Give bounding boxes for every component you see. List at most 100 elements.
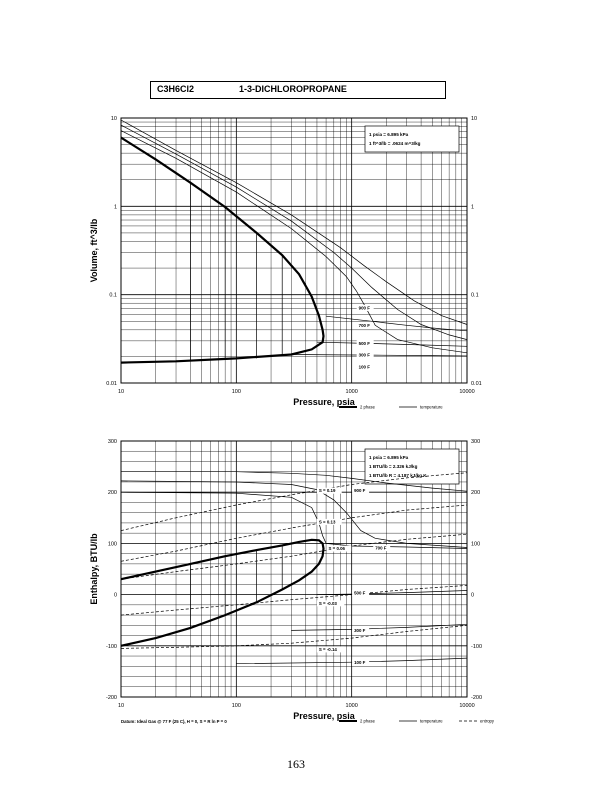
enthalpy-x-axis-title: Pressure, psia (293, 711, 356, 721)
enthalpy-series-dashed-13 (120, 533, 468, 580)
enthalpy-x-tick-label: 1000 (346, 703, 358, 709)
volume-curve-label: 700 F (359, 323, 371, 328)
volume-curve-label-bg (356, 364, 374, 371)
volume-curve-label-bg (356, 322, 374, 329)
volume-grid (121, 118, 467, 383)
volume-x-tick-label: 10 (118, 389, 124, 395)
enthalpy-series-dashed-12 (120, 504, 468, 562)
enthalpy-datum-note: Datum: Ideal Gas @ 77 F (25 C), H = 0, S… (121, 719, 227, 724)
enthalpy-conversion-text: 1 psia = 6.895 kPa (369, 455, 409, 460)
enthalpy-y-tick-label-right: 300 (471, 439, 480, 445)
enthalpy-series-dashed-15 (120, 624, 468, 649)
volume-series-thin-3 (120, 119, 468, 325)
enthalpy-series-thin-3 (120, 491, 468, 549)
enthalpy-series-thin-4 (316, 590, 468, 595)
enthalpy-y-tick-label-right: 200 (471, 490, 480, 496)
volume-x-axis-title: Pressure, psia (293, 397, 356, 407)
volume-x-tick-label: 1000 (346, 389, 358, 395)
volume-curve-label: 100 F (359, 365, 371, 370)
enthalpy-curve-label-bg (373, 545, 391, 552)
enthalpy-y-tick-label-left: 300 (108, 439, 117, 445)
volume-series-thin-2 (120, 124, 468, 340)
enthalpy-series-dashed-14 (120, 585, 468, 616)
enthalpy-curve-label-bg (326, 545, 352, 552)
volume-curve-label: 300 F (359, 352, 371, 357)
volume-x-tick-label: 10000 (459, 389, 474, 395)
volume-curve-label-bg (356, 351, 374, 358)
enthalpy-curve-label-bg (352, 487, 370, 494)
enthalpy-plot-frame (120, 440, 468, 698)
enthalpy-y-tick-label-right: 100 (471, 541, 480, 547)
enthalpy-conversion-frame (364, 448, 460, 485)
enthalpy-conversion-text: 1 BTU/lb = 2.326 kJ/kg (369, 464, 418, 469)
volume-curve-label-bg (356, 340, 374, 347)
chart-title-box: C3H6Cl2 1-3-DICHLOROPROPANE (150, 81, 446, 99)
volume-y-axis-title: Volume, ft^3/lb (89, 218, 99, 282)
enthalpy-series-thin-2 (120, 480, 468, 548)
enthalpy-curve-label-bg (352, 659, 370, 666)
volume-conversion-frame (364, 125, 460, 153)
enthalpy-y-tick-label-left: 200 (108, 490, 117, 496)
enthalpy-y-tick-label-left: -100 (106, 644, 117, 650)
volume-series-thin-5 (316, 341, 468, 347)
volume-legend-label: temperature (420, 405, 443, 410)
enthalpy-curve-label: 300 F (354, 628, 366, 633)
volume-series-thick-0 (120, 136, 325, 364)
enthalpy-y-axis-title: Enthalpy, BTU/lb (89, 533, 99, 605)
volume-curve-label: 500 F (359, 341, 371, 346)
volume-y-tick-label-right: 0.1 (471, 293, 479, 299)
chemical-formula: C3H6Cl2 (157, 84, 195, 94)
enthalpy-x-tick-label: 10 (118, 703, 124, 709)
volume-series-thin-6 (291, 354, 468, 357)
enthalpy-y-tick-label-left: 0 (114, 593, 117, 599)
volume-x-tick-label: 100 (232, 389, 241, 395)
enthalpy-curve-label-bg (316, 600, 345, 607)
enthalpy-curve-label: 500 F (354, 591, 366, 596)
volume-conversion-text: 1 ft^3/lb = .0624 m^3/kg (369, 141, 421, 146)
enthalpy-y-tick-label-left: -200 (106, 695, 117, 701)
enthalpy-legend-label: entropy (480, 719, 495, 724)
enthalpy-curve-label-bg (316, 646, 345, 653)
volume-curve-label: 900 F (359, 305, 371, 310)
enthalpy-series-thin-1 (121, 471, 468, 492)
page-number: 163 (287, 757, 305, 771)
chemical-name: 1-3-DICHLOROPROPANE (239, 84, 347, 94)
enthalpy-legend-label: temperature (420, 719, 443, 724)
volume-y-tick-label-left: 0.1 (109, 293, 117, 299)
volume-series-thin-1 (120, 130, 468, 354)
volume-conversion-text: 1 psia = 6.895 kPa (369, 132, 409, 137)
enthalpy-y-tick-label-right: -100 (471, 644, 482, 650)
enthalpy-series-dashed-11 (120, 472, 468, 531)
enthalpy-curve-label: S = 0.13 (319, 519, 336, 524)
volume-y-tick-label-left: 10 (111, 116, 117, 122)
volume-y-tick-label-left: 1 (114, 204, 117, 210)
enthalpy-conversion-text: 1 BTU/lb R = 4.187 kJ/kg K (369, 473, 427, 478)
enthalpy-curve-label-bg (352, 627, 370, 634)
volume-conversion-box: 1 psia = 6.895 kPa 1 ft^3/lb = .0624 m^3/… (364, 125, 460, 153)
enthalpy-curve-label: S = -0.03 (319, 601, 337, 606)
enthalpy-x-tick-label: 100 (232, 703, 241, 709)
enthalpy-series-thin-6 (236, 657, 468, 665)
volume-y-tick-label-right: 10 (471, 116, 477, 122)
enthalpy-curve-label: S = 0.19 (319, 488, 336, 493)
enthalpy-x-tick-label: 10000 (459, 703, 474, 709)
volume-curve-label-bg (356, 304, 374, 311)
enthalpy-chart-group: 1 psia = 6.895 kPa 1 BTU/lb = 2.326 kJ/kg… (89, 439, 495, 724)
enthalpy-y-tick-label-right: -200 (471, 695, 482, 701)
volume-series-thin-4 (326, 315, 468, 332)
enthalpy-conversion-box: 1 psia = 6.895 kPa 1 BTU/lb = 2.326 kJ/kg… (364, 448, 460, 485)
volume-y-tick-label-right: 1 (471, 204, 474, 210)
volume-plot-frame (120, 117, 468, 384)
volume-legend-label: 2 phase (360, 405, 376, 410)
volume-chart-group: 1 psia = 6.895 kPa 1 ft^3/lb = .0624 m^3/… (89, 116, 482, 410)
volume-y-tick-label-left: 0.01 (106, 381, 117, 387)
enthalpy-curve-label: S = 0.06 (329, 546, 346, 551)
enthalpy-curve-label: S = -0.14 (319, 647, 337, 652)
enthalpy-y-tick-label-right: 0 (471, 593, 474, 599)
enthalpy-curve-label: 100 F (354, 660, 366, 665)
enthalpy-curve-label: 900 F (354, 488, 366, 493)
enthalpy-curve-label-bg (316, 518, 342, 525)
enthalpy-series-thin-5 (291, 623, 468, 631)
